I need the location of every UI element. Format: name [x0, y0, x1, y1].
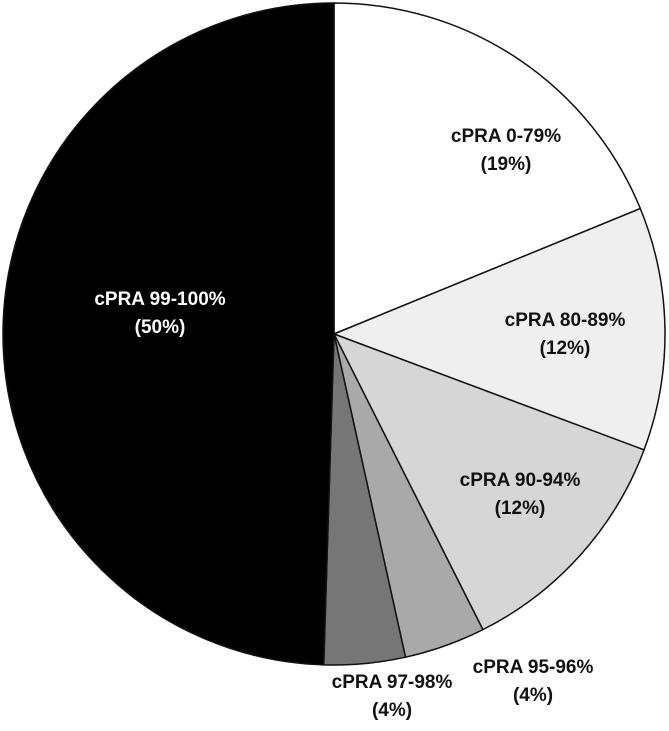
slice-percent-4: (4%): [513, 685, 553, 706]
slice-percent-5: (4%): [372, 700, 412, 721]
slice-percent-1: (19%): [481, 154, 532, 175]
slice-percent-2: (12%): [540, 338, 591, 359]
slice-percent-6: (50%): [135, 317, 186, 338]
pie-slice-1: [333, 2, 642, 336]
slice-label-1: cPRA 0-79%: [451, 126, 561, 147]
pie-slice-3: [332, 332, 646, 631]
slice-label-3: cPRA 90-94%: [460, 470, 581, 491]
pie-slice-6: [2, 2, 335, 666]
slice-label-6: cPRA 99-100%: [94, 289, 225, 310]
pie-slice-2: [331, 207, 666, 451]
slice-label-2: cPRA 80-89%: [505, 310, 626, 331]
slice-label-5: cPRA 97-98%: [332, 672, 453, 693]
slice-percent-3: (12%): [495, 498, 546, 519]
slice-label-4: cPRA 95-96%: [473, 657, 594, 678]
